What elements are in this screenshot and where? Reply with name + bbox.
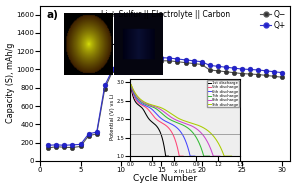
Y-axis label: Capacity (S), mAh/g: Capacity (S), mAh/g: [6, 43, 15, 123]
X-axis label: Cycle Number: Cycle Number: [133, 174, 197, 184]
Text: a): a): [46, 10, 58, 20]
Legend: Q−, Q+: Q−, Q+: [259, 9, 287, 31]
Text: Li + Sulfur || Electrolyte || Carbon: Li + Sulfur || Electrolyte || Carbon: [101, 10, 230, 19]
